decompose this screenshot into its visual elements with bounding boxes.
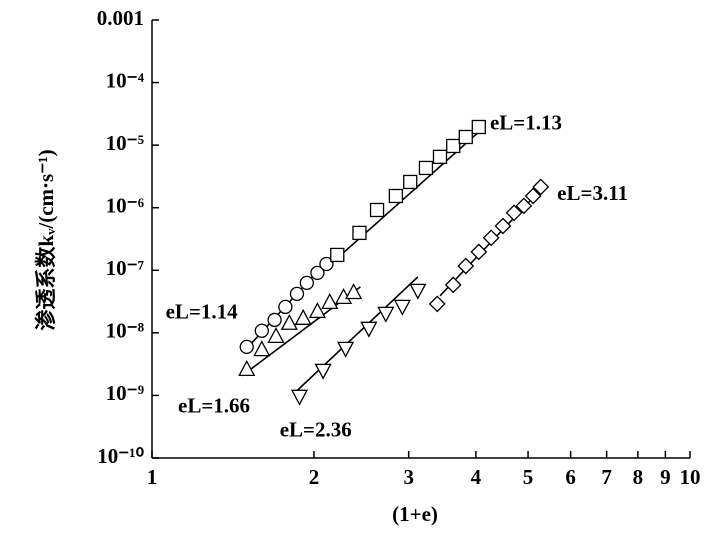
series-label: eL=2.36	[280, 418, 352, 442]
data-point	[524, 187, 542, 205]
x-tick-label: 8	[633, 465, 644, 489]
y-tick-label: 10⁻¹⁰	[97, 444, 144, 468]
data-point	[290, 389, 309, 406]
data-point	[393, 299, 411, 316]
data-point	[254, 323, 269, 338]
data-point	[321, 292, 339, 310]
data-point	[294, 308, 312, 325]
data-point	[458, 129, 473, 145]
data-point	[352, 225, 367, 241]
data-point	[428, 295, 446, 313]
x-tick-label: 1	[147, 465, 158, 489]
x-tick-label: 9	[660, 465, 671, 489]
y-tick-label: 10⁻⁷	[106, 256, 144, 280]
data-point	[280, 313, 298, 330]
data-point	[289, 286, 305, 302]
data-point	[267, 326, 285, 344]
x-tick-label: 3	[403, 465, 414, 489]
data-point	[319, 256, 334, 272]
x-tick-label: 7	[601, 465, 612, 489]
data-point	[369, 202, 385, 218]
data-point	[267, 312, 282, 328]
data-point	[310, 265, 325, 280]
x-axis-label: (1+e)	[392, 502, 438, 526]
data-point	[403, 174, 418, 190]
x-tick-label: 4	[471, 465, 482, 489]
series-label: eL=3.11	[557, 181, 628, 205]
data-point	[418, 160, 434, 176]
y-tick-label: 10⁻⁵	[106, 131, 144, 155]
y-tick-label: 10⁻⁸	[106, 319, 144, 343]
data-point	[470, 243, 488, 261]
data-point	[446, 138, 461, 154]
data-point	[278, 299, 293, 315]
data-point	[330, 247, 345, 263]
data-point	[457, 257, 475, 275]
data-point	[314, 363, 332, 380]
data-point	[345, 283, 363, 300]
data-point	[388, 188, 404, 204]
data-point	[532, 178, 550, 196]
data-point	[505, 204, 523, 222]
series-label: eL=1.66	[178, 394, 250, 418]
data-point	[299, 275, 314, 290]
data-point	[494, 217, 512, 235]
x-tick-label: 10	[680, 465, 701, 489]
y-tick-label: 10⁻⁴	[106, 68, 145, 92]
y-axis-label: 渗透系数kᵥ/(cm·s⁻¹)	[34, 149, 58, 330]
data-point	[471, 119, 486, 135]
series-label: eL=1.13	[490, 111, 562, 135]
data-point	[238, 359, 256, 376]
data-point	[337, 341, 355, 358]
data-point	[253, 340, 271, 357]
x-tick-label: 6	[565, 465, 576, 489]
data-point	[409, 283, 427, 300]
data-point	[360, 321, 378, 338]
x-tick-label: 5	[523, 465, 534, 489]
data-point	[239, 339, 254, 355]
data-point	[308, 302, 327, 319]
y-tick-label: 0.001	[97, 6, 144, 30]
x-tick-label: 2	[309, 465, 320, 489]
data-point	[377, 306, 395, 323]
y-tick-label: 10⁻⁹	[106, 381, 144, 405]
data-point	[432, 149, 448, 164]
data-point	[444, 276, 462, 294]
data-point	[482, 229, 500, 247]
data-point	[515, 197, 533, 215]
y-tick-label: 10⁻⁶	[106, 194, 144, 218]
series-label: eL=1.14	[166, 300, 239, 324]
fit-line	[295, 276, 419, 393]
